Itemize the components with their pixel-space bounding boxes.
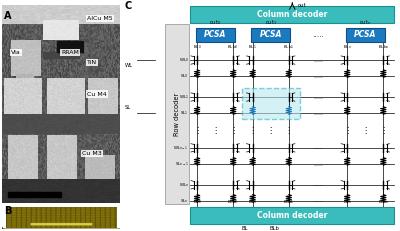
Text: .....: ..... xyxy=(313,74,323,79)
Text: ⋮: ⋮ xyxy=(266,126,275,135)
Text: WL$_1$: WL$_1$ xyxy=(179,93,189,101)
Bar xyxy=(196,28,234,42)
Text: WL$_0$: WL$_0$ xyxy=(179,56,189,64)
Text: out: out xyxy=(298,3,306,9)
Text: BL$_{n}$: BL$_{n}$ xyxy=(343,44,352,52)
Text: .....: ..... xyxy=(313,161,323,167)
Text: ⋮: ⋮ xyxy=(343,126,351,135)
Text: out$_1$: out$_1$ xyxy=(265,18,277,27)
Bar xyxy=(43,52,79,58)
Text: BL$_1$: BL$_1$ xyxy=(248,198,257,206)
Bar xyxy=(165,24,189,204)
Text: BLb$_1$: BLb$_1$ xyxy=(283,198,294,206)
Text: BL: BL xyxy=(241,226,248,231)
Text: TiN: TiN xyxy=(87,60,97,65)
Bar xyxy=(8,192,61,197)
Text: WL$_{n-1}$: WL$_{n-1}$ xyxy=(173,144,189,152)
Text: ⋮: ⋮ xyxy=(211,126,219,135)
Text: BL$_{n}$: BL$_{n}$ xyxy=(343,198,352,206)
Text: .....: ..... xyxy=(313,198,323,204)
Text: BLb$_{n}$: BLb$_{n}$ xyxy=(378,44,389,52)
Text: WL$_n$: WL$_n$ xyxy=(179,181,189,188)
Text: SL: SL xyxy=(125,105,131,110)
Bar xyxy=(346,28,385,42)
Text: B: B xyxy=(4,206,12,216)
Text: Row decoder: Row decoder xyxy=(174,93,180,136)
Text: AlCu M5: AlCu M5 xyxy=(87,16,112,21)
Bar xyxy=(58,41,84,52)
Text: SL$_0$: SL$_0$ xyxy=(180,73,189,80)
Text: PCSA: PCSA xyxy=(260,30,282,39)
Text: ⋮: ⋮ xyxy=(361,126,370,135)
Text: PCSA: PCSA xyxy=(204,30,226,39)
Text: .....: ..... xyxy=(313,111,323,116)
Text: RRAM: RRAM xyxy=(61,50,79,55)
Bar xyxy=(190,207,394,224)
Text: .....: ..... xyxy=(313,94,323,100)
Text: ⋮: ⋮ xyxy=(379,126,388,135)
Text: ⋮: ⋮ xyxy=(285,126,293,135)
Text: out$_0$: out$_0$ xyxy=(209,18,221,27)
Bar xyxy=(242,88,300,119)
Text: .....: ..... xyxy=(313,145,323,150)
Text: C: C xyxy=(125,1,132,11)
Text: ⋮: ⋮ xyxy=(229,126,237,135)
Text: BLb$_0$: BLb$_0$ xyxy=(228,44,239,52)
Text: SL$_n$: SL$_n$ xyxy=(180,197,189,205)
Text: WL: WL xyxy=(125,63,133,68)
Bar xyxy=(190,6,394,23)
Text: .....: ..... xyxy=(313,58,323,63)
Text: BL$_0$: BL$_0$ xyxy=(193,44,202,52)
Text: A: A xyxy=(4,11,12,21)
Text: .....: ..... xyxy=(313,182,323,187)
Bar xyxy=(251,28,290,42)
Text: BL$_0$: BL$_0$ xyxy=(193,198,202,206)
Text: Column decoder: Column decoder xyxy=(257,211,328,220)
Text: SL$_1$: SL$_1$ xyxy=(180,109,189,117)
Text: PCSA: PCSA xyxy=(354,30,376,39)
Text: Cu M4: Cu M4 xyxy=(87,91,107,97)
Text: BLb$_1$: BLb$_1$ xyxy=(283,44,294,52)
Text: Column decoder: Column decoder xyxy=(257,10,328,19)
Text: ⋮: ⋮ xyxy=(248,126,257,135)
Text: Via: Via xyxy=(12,50,21,55)
Text: out$_{n}$: out$_{n}$ xyxy=(359,18,371,27)
Text: .....: ..... xyxy=(312,30,324,39)
Text: SL$_{n-1}$: SL$_{n-1}$ xyxy=(175,160,189,168)
Text: Cu M3: Cu M3 xyxy=(82,151,102,156)
Text: BLb$_{n}$: BLb$_{n}$ xyxy=(378,198,389,206)
Text: BLb$_0$: BLb$_0$ xyxy=(228,198,239,206)
Text: ⋮: ⋮ xyxy=(193,126,201,135)
Text: BLb: BLb xyxy=(270,226,280,231)
Text: BL$_1$: BL$_1$ xyxy=(248,44,257,52)
